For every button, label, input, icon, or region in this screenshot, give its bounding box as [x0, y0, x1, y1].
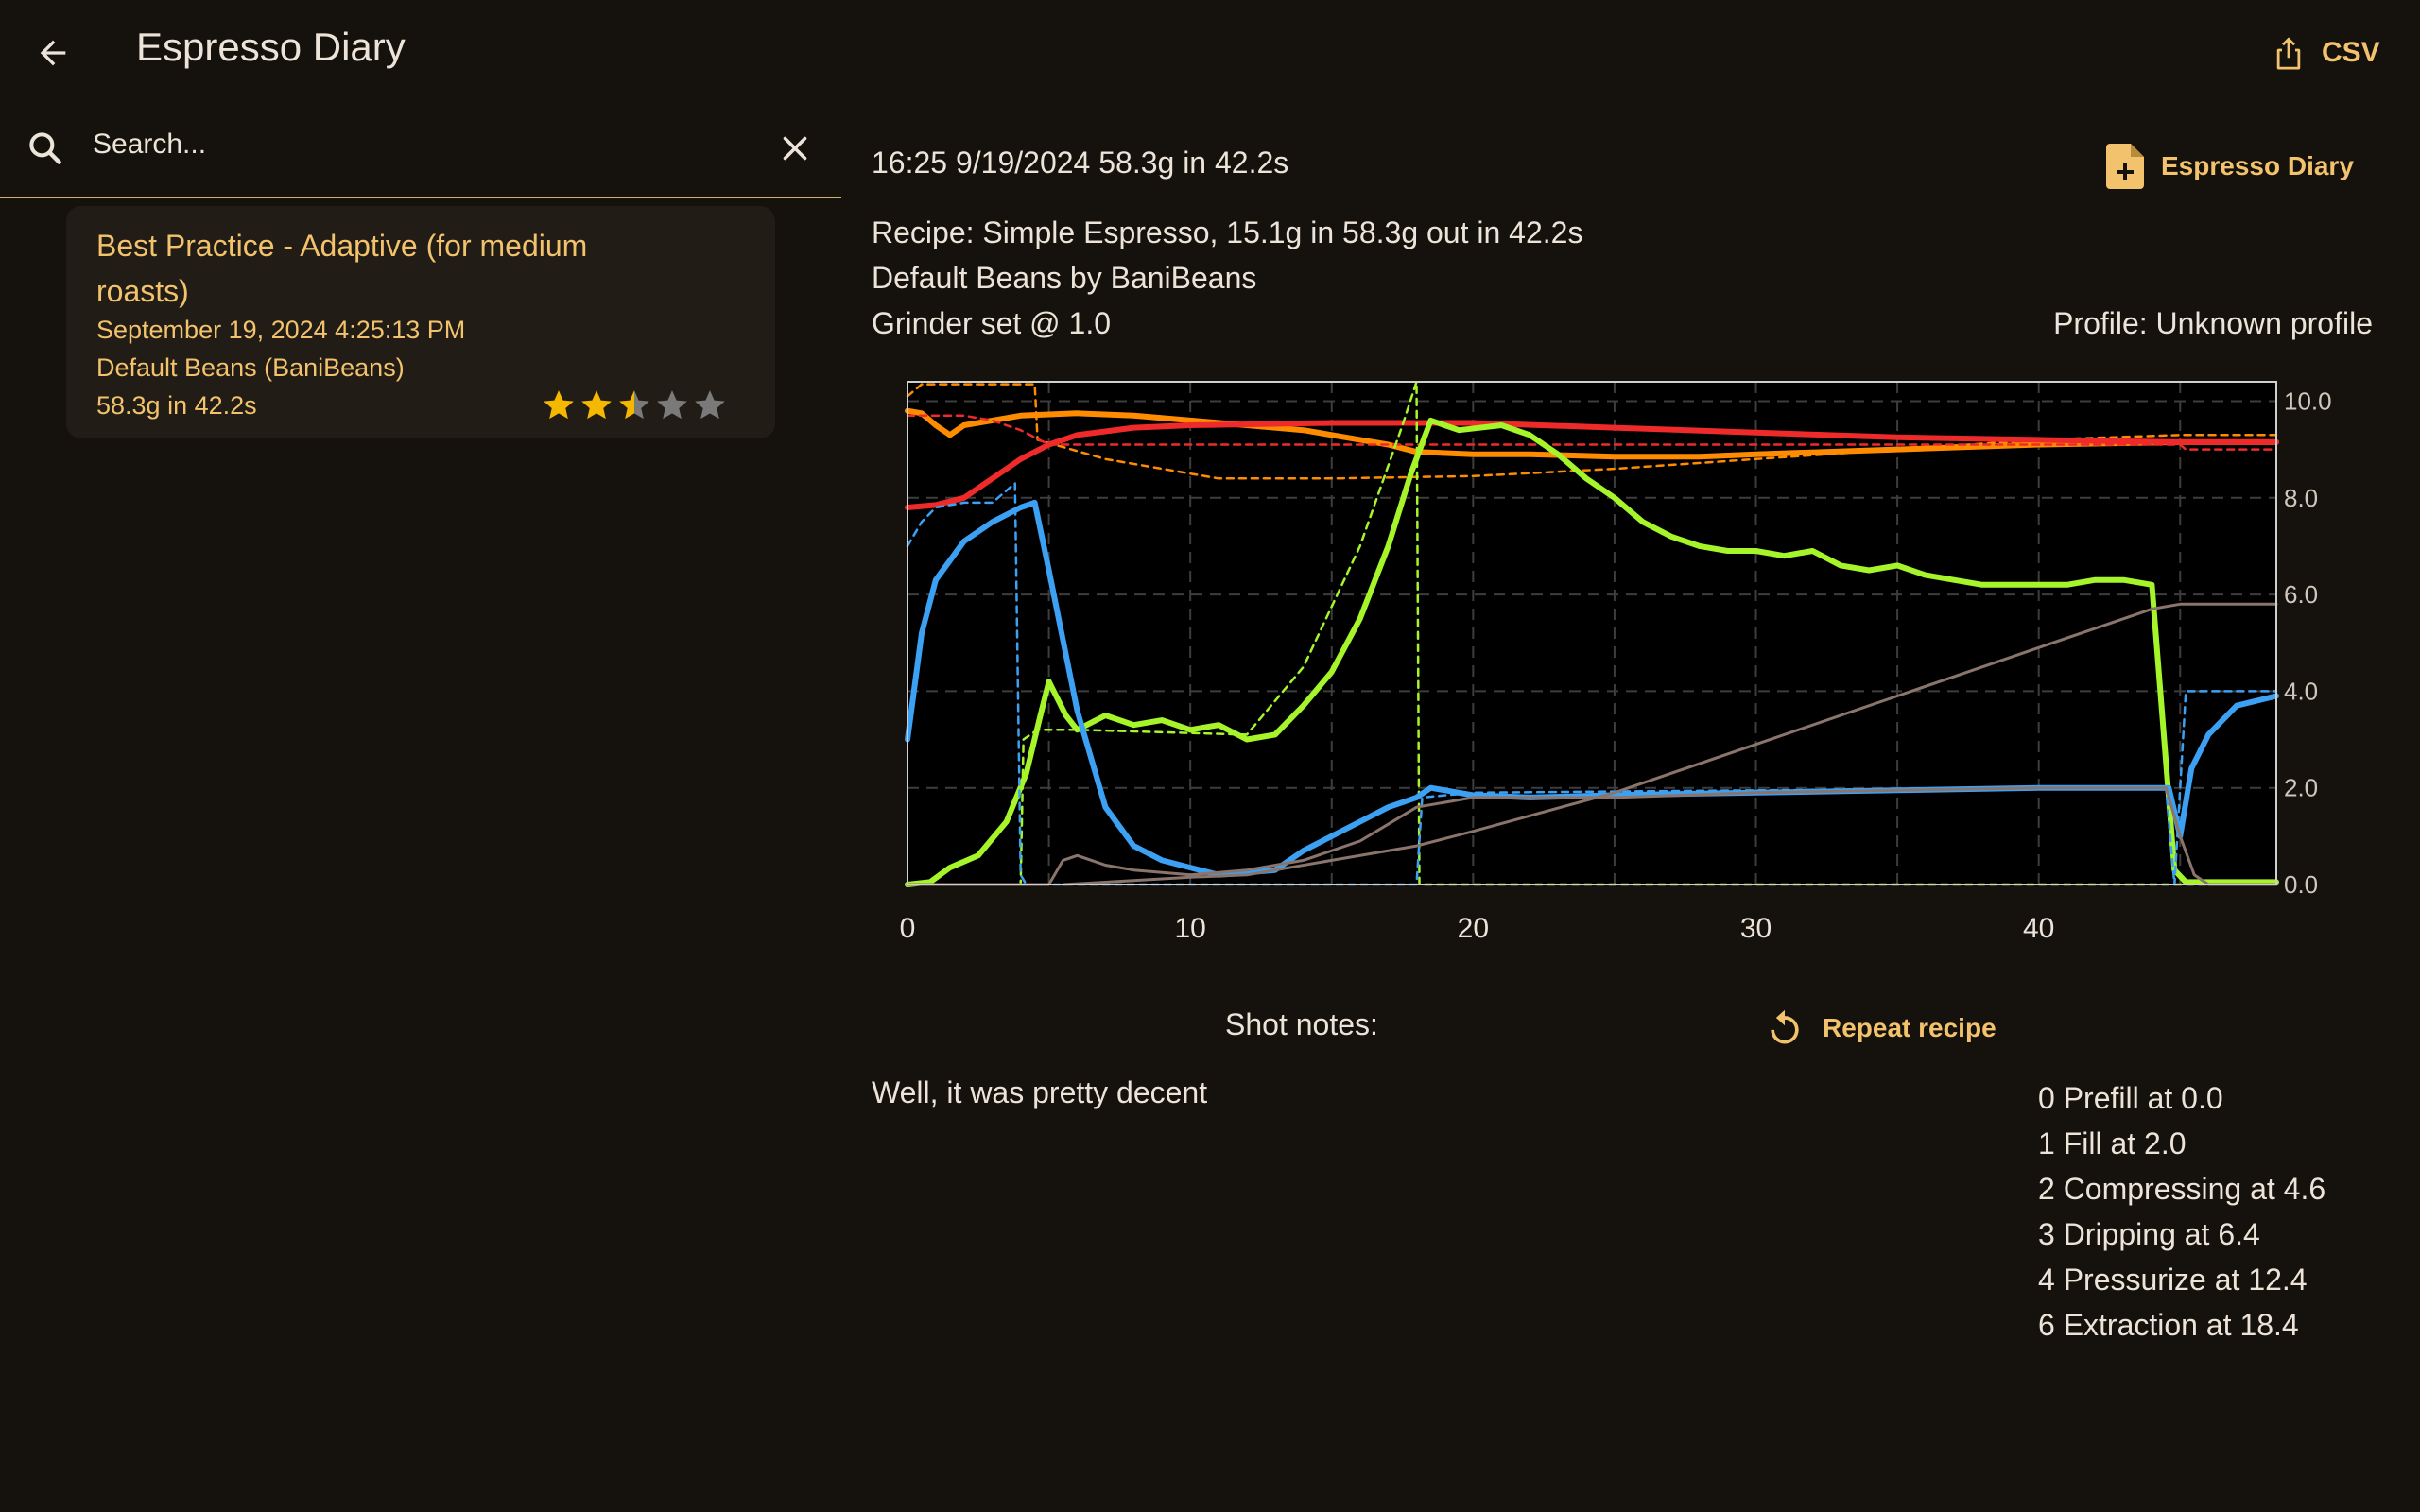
share-icon [2276, 37, 2301, 70]
shot-notes-text: Well, it was pretty decent [872, 1075, 1208, 1109]
rating-stars [541, 387, 728, 423]
search-icon [25, 128, 66, 169]
y-tick-label: 4.0 [2284, 677, 2318, 705]
phase-item: 1 Fill at 2.0 [2038, 1126, 2187, 1160]
search-input[interactable] [91, 121, 756, 168]
star-icon [657, 390, 687, 420]
search-bar [0, 115, 841, 198]
series-line [1062, 602, 2278, 886]
csv-export-button[interactable]: CSV [2269, 25, 2380, 81]
profile-info: Profile: Unknown profile [2053, 306, 2373, 340]
replay-icon [1771, 1009, 1799, 1044]
shot-item-datetime: September 19, 2024 4:25:13 PM [96, 316, 466, 344]
back-button[interactable] [25, 25, 81, 81]
phase-item: 4 Pressurize at 12.4 [2038, 1263, 2308, 1297]
grinder-info: Grinder set @ 1.0 [872, 306, 1112, 340]
arrow-back-icon [40, 40, 66, 66]
y-tick-label: 6.0 [2284, 580, 2318, 609]
shot-header: 16:25 9/19/2024 58.3g in 42.2s [872, 146, 1289, 180]
series-line [905, 420, 2279, 510]
phase-item: 0 Prefill at 0.0 [2038, 1081, 2223, 1115]
x-tick-label: 10 [1174, 913, 1205, 941]
app-title: Espresso Diary [136, 25, 406, 69]
add-to-diary-label: Espresso Diary [2161, 151, 2354, 180]
phase-item: 3 Dripping at 6.4 [2038, 1217, 2260, 1251]
clear-search-button[interactable] [773, 127, 817, 170]
shot-item-summary: 58.3g in 42.2s [96, 391, 257, 420]
plot-area [908, 382, 2276, 885]
y-tick-label: 2.0 [2284, 774, 2318, 802]
y-tick-label: 0.0 [2284, 870, 2318, 899]
beans-info: Default Beans by BaniBeans [872, 261, 1257, 295]
star-icon [619, 390, 649, 420]
phase-item: 2 Compressing at 4.6 [2038, 1172, 2326, 1206]
series-line [905, 417, 2279, 887]
series-line [906, 380, 2278, 886]
star-icon [695, 390, 725, 420]
x-tick-label: 30 [1740, 913, 1772, 941]
phase-item: 6 Extraction at 18.4 [2038, 1308, 2299, 1342]
shot-list-item[interactable] [66, 206, 775, 438]
shot-item-beans: Default Beans (BaniBeans) [96, 353, 405, 382]
x-tick-label: 0 [900, 913, 916, 941]
series-line [905, 407, 2279, 460]
repeat-recipe-label: Repeat recipe [1823, 1013, 1996, 1042]
repeat-recipe-button[interactable]: Repeat recipe [1764, 1004, 1996, 1053]
plot-border [907, 381, 2277, 885]
y-tick-label: 8.0 [2284, 484, 2318, 512]
recipe-info: Recipe: Simple Espresso, 15.1g in 58.3g … [872, 215, 1583, 249]
y-tick-label: 10.0 [2284, 387, 2332, 415]
shot-notes-label: Shot notes: [1225, 1007, 1378, 1041]
shot-chart: 0.0 2.0 4.0 6.0 8.0 10.0 0 10 20 30 40 [900, 380, 2332, 941]
star-icon [544, 390, 574, 420]
close-icon [783, 136, 807, 161]
x-tick-label: 20 [1458, 913, 1489, 941]
x-tick-label: 40 [2023, 913, 2054, 941]
series-line [906, 786, 2278, 886]
note-add-icon [2106, 144, 2144, 189]
csv-label: CSV [2322, 37, 2380, 68]
phase-list: 0 Prefill at 0.0 1 Fill at 2.0 2 Compres… [2038, 1075, 2325, 1348]
star-icon [581, 390, 612, 420]
add-to-diary-button[interactable]: Espresso Diary [2106, 142, 2354, 191]
shot-item-title: Best Practice - Adaptive (for medium roa… [96, 229, 588, 308]
